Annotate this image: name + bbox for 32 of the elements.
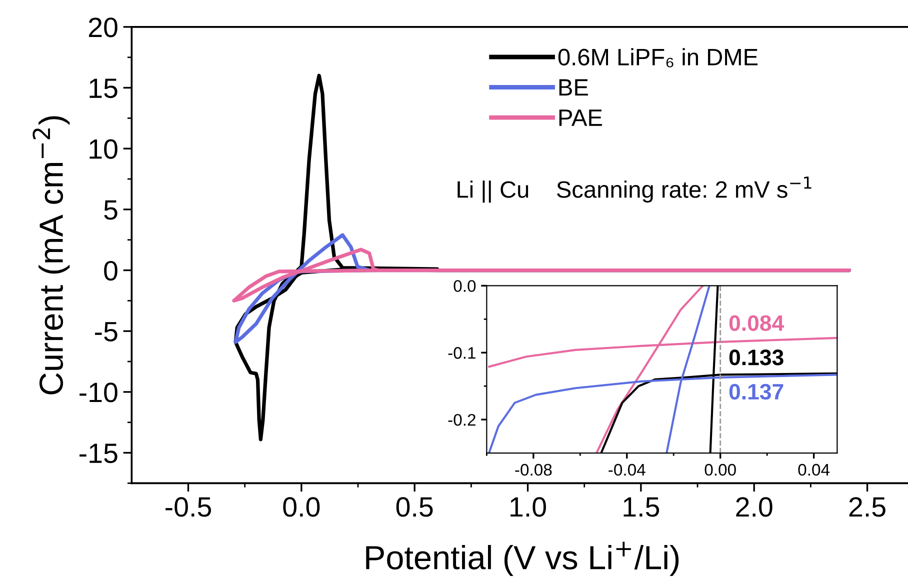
y-tick-label: 0 xyxy=(104,260,118,281)
x-tick-label: -0.08 xyxy=(515,464,552,476)
y-tick-label: -5 xyxy=(95,322,118,342)
annotation: Li || Cu Scanning rate: 2 mV s$^{−1}$ xyxy=(458,176,812,203)
line-series xyxy=(232,248,851,302)
legend-label: BE xyxy=(559,79,588,96)
y-tick-label: 15 xyxy=(90,78,118,98)
x-tick-label: 0.5 xyxy=(396,497,433,517)
x-tick-label: -0.04 xyxy=(608,464,646,476)
y-tick-label: 20 xyxy=(88,18,118,38)
annotation: 0.084 xyxy=(729,315,784,331)
x-tick-label: -0.5 xyxy=(166,497,212,517)
legend-label: PAE xyxy=(559,110,602,126)
y-tick-label: -15 xyxy=(80,444,118,464)
y-tick-label: -0.2 xyxy=(448,414,476,426)
x-tick-label: 2.5 xyxy=(849,497,886,517)
x-tick-label: 0.0 xyxy=(283,497,320,517)
legend-label: 0.6M LiPF₆ in DME xyxy=(558,48,758,68)
y-tick-label: 5 xyxy=(104,200,118,220)
y-axis-title: Current (mA cm$^{−2}$) xyxy=(32,116,70,394)
y-tick-label: 10 xyxy=(90,139,118,159)
annotation: 0.133 xyxy=(729,350,784,366)
x-tick-label: 0.00 xyxy=(704,464,736,476)
y-tick-label: -10 xyxy=(80,382,118,402)
x-tick-label: 1.5 xyxy=(624,497,660,517)
y-tick-label: 0.0 xyxy=(454,280,476,292)
x-tick-label: 1.0 xyxy=(510,497,546,517)
x-tick-label: 2.0 xyxy=(736,497,772,517)
x-axis-title: Potential (V vs Li$^{+}$/Li) xyxy=(366,542,679,576)
y-tick-label: -0.1 xyxy=(448,347,476,359)
annotation: 0.137 xyxy=(729,384,784,400)
x-tick-label: 0.04 xyxy=(798,464,830,476)
